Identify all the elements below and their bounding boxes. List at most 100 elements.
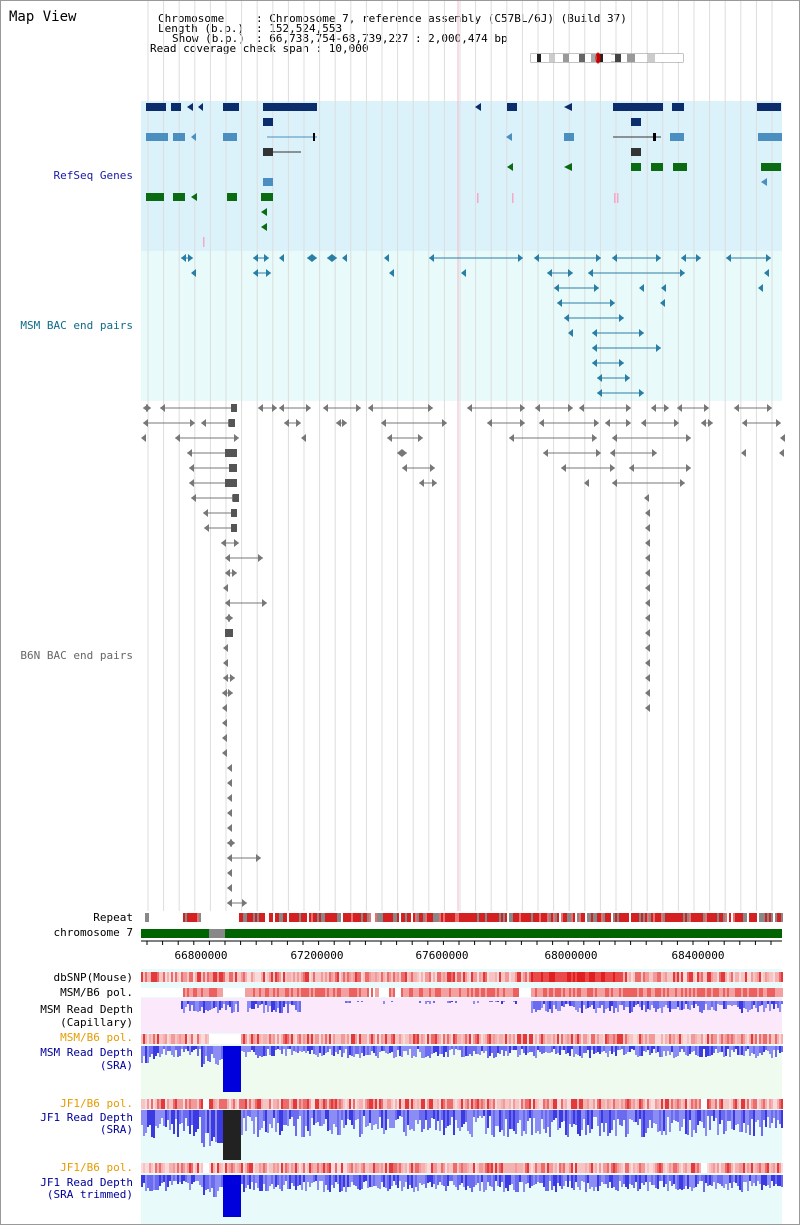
msm-sra-depth (721, 1046, 723, 1052)
msm-sra-depth (585, 1046, 587, 1053)
jf1-trim-depth (261, 1175, 263, 1191)
msm-depth-sra-label-1: MSM Read Depth (40, 1046, 133, 1059)
repeat-segment (457, 913, 459, 922)
msm-sra-depth (559, 1046, 561, 1055)
bac-end (203, 509, 208, 517)
dbsnp-cell (461, 972, 463, 982)
bac-end (227, 869, 232, 877)
jf1-sra-depth (181, 1110, 183, 1123)
jf1-sra-depth (179, 1110, 181, 1124)
jf1-sra-depth (335, 1110, 337, 1127)
msm-b6-pol-cell (443, 988, 445, 997)
jf1-b6-pol2-cell (385, 1163, 387, 1173)
jf1-b6-pol-cell (147, 1099, 149, 1109)
msm-capillary-depth (663, 1001, 665, 1007)
dbsnp-cell (261, 972, 263, 982)
jf1-trim-depth (731, 1175, 733, 1188)
jf1-b6-pol2-cell (203, 1163, 205, 1173)
msm-b6-pol2-cell (645, 1034, 647, 1044)
msm-b6-pol2-cell (269, 1034, 271, 1044)
repeat-segment (497, 913, 499, 922)
msm-b6-pol-cell (227, 988, 229, 997)
repeat-segment (627, 913, 629, 922)
dbsnp-cell (165, 972, 167, 982)
jf1-sra-depth (409, 1110, 411, 1130)
msm-sra-depth (439, 1046, 441, 1054)
msm-b6-pol-cell (501, 988, 503, 997)
jf1-sra-depth (261, 1110, 263, 1128)
repeat-segment (465, 913, 467, 922)
msm-capillary-depth (191, 1001, 193, 1005)
repeat-segment (349, 913, 351, 922)
msm-b6-pol2-cell (637, 1034, 639, 1044)
jf1-b6-pol-cell (371, 1099, 373, 1109)
msm-capillary-depth (631, 1001, 633, 1012)
msm-sra-depth (213, 1046, 215, 1058)
msm-b6-pol-cell (337, 988, 339, 997)
jf1-b6-pol-cell (665, 1099, 667, 1109)
dbsnp-cell (427, 972, 429, 982)
msm-b6-pol2-cell (151, 1034, 153, 1044)
msm-b6-pol2-cell (699, 1034, 701, 1044)
jf1-b6-pol-cell (469, 1099, 471, 1109)
repeat-segment (571, 913, 573, 922)
jf1-b6-pol2-cell (353, 1163, 355, 1173)
jf1-sra-depth (479, 1110, 481, 1116)
msm-b6-pol-cell (197, 988, 199, 997)
msm-b6-pol2-cell (737, 1034, 739, 1044)
jf1-sra-depth (723, 1110, 725, 1134)
dbsnp-cell (751, 972, 753, 982)
msm-b6-pol2-cell (625, 1034, 627, 1044)
repeat-segment (475, 913, 477, 922)
jf1-sra-depth (587, 1110, 589, 1125)
bac-end (227, 809, 232, 817)
msm-sra-depth (171, 1046, 173, 1055)
msm-sra-depth (273, 1046, 275, 1056)
msm-b6-pol-cell (441, 988, 443, 997)
jf1-b6-pol2-cell (623, 1163, 625, 1173)
jf1-b6-pol2-cell (727, 1163, 729, 1173)
jf1-b6-pol2-cell (601, 1163, 603, 1173)
bac-end (227, 764, 232, 772)
msm-b6-pol2-cell (281, 1034, 283, 1044)
msm-sra-depth (637, 1046, 639, 1057)
jf1-trim-depth (171, 1175, 173, 1185)
msm-b6-pol2-cell (567, 1034, 569, 1044)
jf1-trim-depth (775, 1175, 777, 1184)
msm-sra-depth (303, 1046, 305, 1051)
jf1-b6-pol-cell (401, 1099, 403, 1109)
jf1-b6-pol-cell (351, 1099, 353, 1109)
jf1-trim-depth (679, 1175, 681, 1189)
jf1-b6-pol-cell (563, 1099, 565, 1109)
msm-b6-pol-cell (407, 988, 409, 997)
bac-end (402, 449, 407, 457)
dbsnp-cell (429, 972, 431, 982)
msm-b6-pol2-cell (477, 1034, 479, 1044)
msm-b6-pol2-cell (551, 1034, 553, 1044)
msm-b6-pol-cell (209, 988, 211, 997)
bac-end (592, 329, 597, 337)
jf1-b6-pol-cell (641, 1099, 643, 1109)
bac-block (231, 404, 237, 412)
jf1-trim-depth (513, 1175, 515, 1190)
msm-b6-pol-cell (533, 988, 535, 997)
jf1-sra-depth (331, 1110, 333, 1134)
msm-b6-pol-cell (273, 988, 275, 997)
dbsnp-cell (235, 972, 237, 982)
msm-b6-pol2-cell (489, 1034, 491, 1044)
jf1-sra-depth (641, 1110, 643, 1137)
jf1-sra-depth (221, 1110, 223, 1143)
repeat-segment (715, 913, 717, 922)
jf1-trim-depth (365, 1175, 367, 1181)
dbsnp-cell (761, 972, 763, 982)
jf1-b6-pol-cell (223, 1099, 225, 1109)
jf1-trim-depth (175, 1175, 177, 1181)
msm-b6-pol-cell (437, 988, 439, 997)
snp-marker (512, 193, 514, 203)
jf1-b6-pol-cell (645, 1099, 647, 1109)
jf1-b6-pol-cell (723, 1099, 725, 1109)
jf1-b6-pol-cell (623, 1099, 625, 1109)
jf1-b6-pol-cell (217, 1099, 219, 1109)
msm-b6-pol2-cell (473, 1034, 475, 1044)
